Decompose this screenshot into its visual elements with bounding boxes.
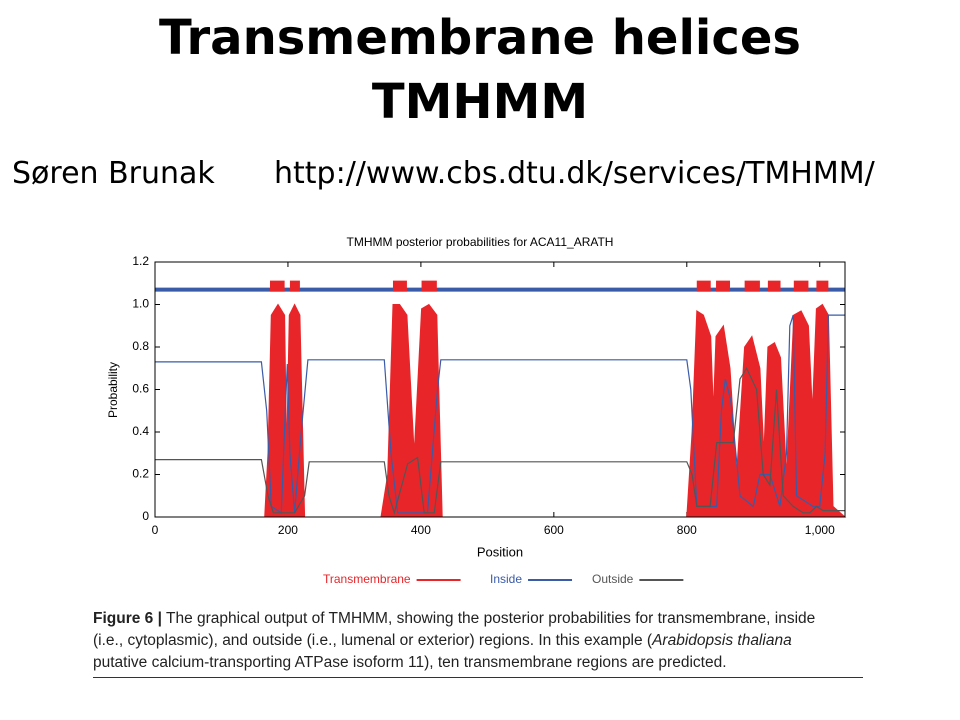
url: http://www.cbs.dtu.dk/services/TMHMM/: [274, 156, 875, 191]
chart-title: TMHMM posterior probabilities for ACA11_…: [347, 235, 614, 249]
topology-segment: [744, 280, 760, 292]
y-axis-title: Probability: [106, 362, 120, 418]
x-tick-label: 1,000: [805, 523, 835, 537]
y-tick-label: 0.2: [132, 467, 149, 481]
legend-label: Transmembrane: [323, 572, 411, 586]
topology-segment: [696, 280, 711, 292]
chart: TMHMM posterior probabilities for ACA11_…: [106, 235, 847, 586]
separator: |: [157, 610, 162, 627]
x-tick-label: 600: [544, 523, 564, 537]
caption-text: putative calcium-transporting ATPase iso…: [93, 654, 727, 671]
caption-text: (i.e., cytoplasmic), and outside (i.e., …: [93, 632, 653, 649]
line: [155, 314, 845, 514]
legend-label: Outside: [592, 572, 634, 586]
line: [155, 367, 845, 515]
caption: Figure 6 | The graphical output of TMHMM…: [93, 608, 863, 674]
species: Arabidopsis thaliana: [652, 632, 792, 649]
caption-text: The graphical output of TMHMM, showing t…: [165, 610, 816, 627]
y-tick-label: 0: [142, 509, 149, 523]
topology-segment: [767, 280, 781, 292]
y-tick-label: 0.4: [132, 424, 149, 438]
x-axis-title: Position: [477, 544, 523, 559]
rule: [93, 677, 863, 678]
slide-title: TMHMM: [371, 74, 589, 130]
topology-segment: [421, 280, 437, 292]
plot-frame: [154, 261, 846, 518]
topology-segment: [816, 280, 829, 292]
figure-label: Figure 6: [93, 610, 154, 627]
author: Søren Brunak: [12, 156, 215, 191]
topology-segment: [793, 280, 809, 292]
x-tick-label: 400: [411, 523, 431, 537]
y-tick-label: 0.8: [132, 339, 149, 353]
topology-segment: [392, 280, 407, 292]
topology-segment: [289, 280, 300, 292]
area: [155, 303, 847, 518]
x-tick-label: 800: [677, 523, 697, 537]
slide-title: Transmembrane helices: [159, 10, 801, 66]
x-tick-label: 0: [152, 523, 159, 537]
topology-segment: [716, 280, 730, 292]
x-tick-label: 200: [278, 523, 298, 537]
y-tick-label: 1.0: [132, 297, 149, 311]
topology-segment: [270, 280, 285, 292]
y-tick-label: 0.6: [132, 382, 149, 396]
legend-label: Inside: [490, 572, 522, 586]
y-tick-label: 1.2: [132, 254, 149, 268]
